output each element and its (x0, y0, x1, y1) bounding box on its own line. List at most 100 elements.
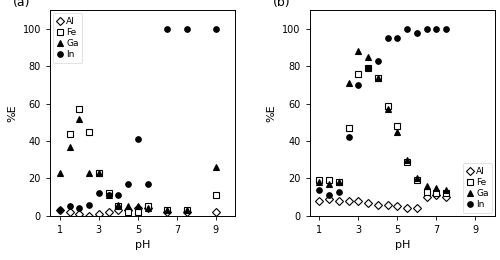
Fe (164, 209, 170, 212)
Fe (443, 192, 449, 195)
Al (86, 214, 92, 217)
In (424, 28, 430, 31)
In (116, 194, 121, 197)
Ga (414, 177, 420, 180)
Fe (384, 104, 390, 107)
Al (414, 207, 420, 210)
Ga (184, 209, 190, 212)
In (135, 138, 141, 141)
In (76, 207, 82, 210)
Fe (404, 160, 410, 163)
Ga (394, 130, 400, 133)
Fe (356, 72, 362, 75)
Fe (326, 179, 332, 182)
Ga (326, 183, 332, 186)
Al (346, 199, 352, 203)
Ga (86, 171, 92, 174)
Line: Al: Al (316, 192, 449, 211)
In (414, 31, 420, 34)
Al (316, 199, 322, 203)
Al (404, 207, 410, 210)
Al (365, 201, 371, 204)
In (125, 183, 131, 186)
Ga (375, 76, 381, 79)
Ga (356, 50, 362, 53)
Al (394, 205, 400, 208)
In (346, 136, 352, 139)
In (66, 205, 72, 208)
Ga (135, 205, 141, 208)
X-axis label: pH: pH (394, 240, 410, 250)
Ga (365, 56, 371, 59)
In (394, 37, 400, 40)
Fe (336, 181, 342, 184)
Fe (434, 192, 440, 195)
In (213, 28, 219, 31)
Al (116, 209, 121, 212)
In (443, 28, 449, 31)
Al (96, 212, 102, 216)
Al (144, 207, 150, 210)
Ga (116, 203, 121, 206)
Fe (213, 194, 219, 197)
Line: Fe: Fe (66, 107, 218, 215)
Al (375, 203, 381, 206)
Al (443, 196, 449, 199)
Al (424, 196, 430, 199)
Ga (424, 184, 430, 187)
Ga (336, 181, 342, 184)
In (184, 28, 190, 31)
In (336, 190, 342, 193)
Fe (414, 179, 420, 182)
In (384, 37, 390, 40)
Legend: Al, Fe, Ga, In: Al, Fe, Ga, In (52, 13, 82, 63)
Ga (404, 158, 410, 161)
Al (356, 199, 362, 203)
Ga (144, 207, 150, 210)
Ga (384, 108, 390, 111)
Fe (86, 130, 92, 133)
Fe (106, 192, 112, 195)
Al (135, 207, 141, 210)
Al (76, 212, 82, 216)
Al (336, 199, 342, 203)
Ga (443, 188, 449, 191)
Fe (375, 76, 381, 79)
Fe (316, 179, 322, 182)
Y-axis label: %E: %E (266, 104, 276, 122)
Al (384, 203, 390, 206)
Fe (184, 209, 190, 212)
Ga (57, 171, 63, 174)
Ga (66, 145, 72, 148)
In (365, 67, 371, 70)
Ga (213, 166, 219, 169)
In (356, 83, 362, 87)
Al (66, 211, 72, 214)
In (57, 209, 63, 212)
Fe (365, 67, 371, 70)
In (404, 28, 410, 31)
X-axis label: pH: pH (135, 240, 150, 250)
Line: Ga: Ga (57, 116, 218, 213)
Text: (a): (a) (13, 0, 30, 9)
In (96, 192, 102, 195)
Line: Fe: Fe (316, 66, 449, 196)
Al (184, 211, 190, 214)
Al (57, 209, 63, 212)
Ga (434, 186, 440, 189)
Line: Al: Al (57, 206, 218, 219)
Legend: Al, Fe, Ga, In: Al, Fe, Ga, In (462, 163, 492, 213)
In (316, 188, 322, 191)
Line: Ga: Ga (316, 49, 449, 192)
Line: In: In (57, 26, 218, 213)
Fe (96, 171, 102, 174)
Fe (125, 211, 131, 214)
Ga (106, 194, 112, 197)
Line: In: In (316, 26, 449, 198)
In (144, 183, 150, 186)
Fe (135, 211, 141, 214)
Fe (144, 205, 150, 208)
Fe (346, 126, 352, 129)
Ga (76, 117, 82, 120)
Ga (125, 205, 131, 208)
